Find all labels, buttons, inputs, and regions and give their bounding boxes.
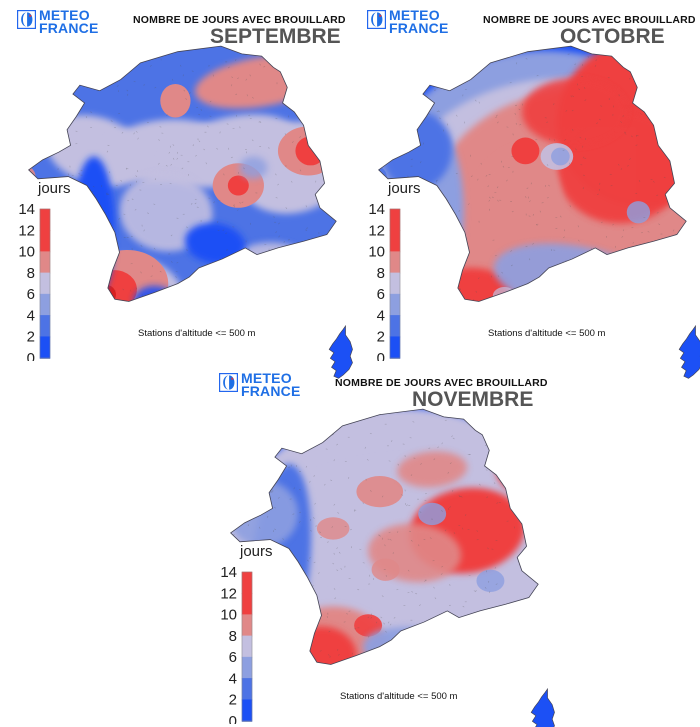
svg-text:6: 6	[229, 649, 237, 666]
svg-text:14: 14	[18, 201, 35, 218]
svg-text:0: 0	[229, 713, 237, 724]
svg-text:10: 10	[368, 244, 385, 261]
svg-text:10: 10	[220, 607, 237, 624]
svg-text:14: 14	[368, 201, 385, 218]
svg-text:10: 10	[18, 244, 35, 261]
svg-text:0: 0	[377, 350, 385, 361]
svg-text:0: 0	[27, 350, 35, 361]
svg-text:12: 12	[18, 222, 35, 239]
svg-text:6: 6	[27, 286, 35, 303]
svg-text:jours: jours	[239, 544, 273, 560]
svg-text:2: 2	[377, 329, 385, 346]
svg-text:2: 2	[229, 692, 237, 709]
svg-text:8: 8	[229, 628, 237, 645]
svg-text:4: 4	[27, 307, 35, 324]
svg-text:2: 2	[27, 329, 35, 346]
svg-text:jours: jours	[387, 181, 421, 197]
svg-text:12: 12	[368, 222, 385, 239]
svg-text:jours: jours	[37, 181, 71, 197]
svg-text:8: 8	[27, 265, 35, 282]
svg-text:4: 4	[377, 307, 385, 324]
svg-text:14: 14	[220, 564, 237, 581]
svg-text:12: 12	[220, 585, 237, 602]
svg-text:6: 6	[377, 286, 385, 303]
svg-text:4: 4	[229, 670, 237, 687]
svg-text:8: 8	[377, 265, 385, 282]
